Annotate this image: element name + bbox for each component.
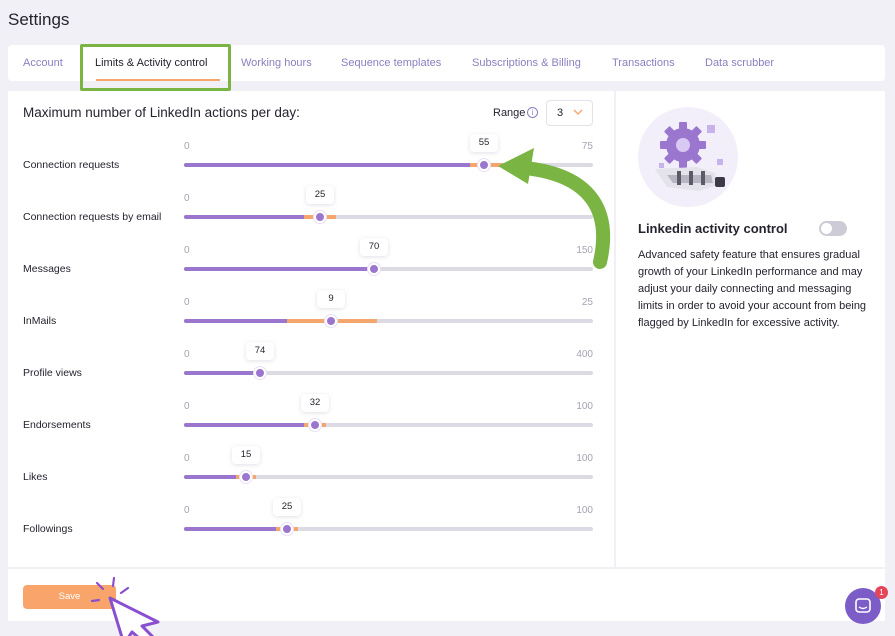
messages-slider[interactable] — [184, 263, 593, 275]
slider-max: 25 — [581, 297, 593, 308]
active-tab-indicator — [96, 79, 220, 81]
slider-thumb[interactable] — [368, 263, 380, 275]
tab-data-scrubber[interactable]: Data scrubber — [705, 57, 775, 69]
slider-thumb[interactable] — [309, 419, 321, 431]
slider-label: Connection requests by email — [23, 211, 162, 223]
tab-bar: Account Limits & Activity control Workin… — [8, 45, 885, 81]
slider-max: 100 — [576, 401, 593, 412]
tab-transactions[interactable]: Transactions — [612, 57, 675, 69]
activity-control-title: Linkedin activity control — [638, 221, 788, 236]
slider-min: 0 — [184, 297, 190, 308]
slider-value-bubble: 55 — [470, 134, 498, 152]
slider-thumb[interactable] — [325, 315, 337, 327]
slider-fill — [184, 215, 320, 219]
slider-label: Endorsements — [23, 419, 91, 431]
activity-control-toggle[interactable] — [819, 221, 847, 236]
slider-thumb[interactable] — [240, 471, 252, 483]
slider-min: 0 — [184, 141, 190, 152]
slider-value-bubble: 25 — [306, 186, 334, 204]
footer-bar — [8, 569, 885, 621]
slider-max: 150 — [576, 245, 593, 256]
slider-fill — [184, 163, 484, 167]
slider-thumb[interactable] — [314, 211, 326, 223]
slider-fill — [184, 319, 331, 323]
slider-min: 0 — [184, 453, 190, 464]
inmails-slider[interactable] — [184, 315, 593, 327]
slider-max: 75 — [581, 141, 593, 152]
chevron-down-icon — [573, 109, 583, 115]
slider-value-bubble: 74 — [246, 342, 274, 360]
slider-min: 0 — [184, 193, 190, 204]
tab-sequence-templates[interactable]: Sequence templates — [341, 57, 442, 69]
toggle-knob — [821, 223, 832, 234]
connection-requests-by-email-slider[interactable] — [184, 211, 593, 223]
info-icon[interactable]: i — [527, 107, 538, 118]
slider-min: 0 — [184, 245, 190, 256]
slider-fill — [184, 475, 246, 479]
slider-max: 100 — [576, 453, 593, 464]
save-button[interactable]: Save — [23, 585, 116, 609]
endorsements-slider[interactable] — [184, 419, 593, 431]
activity-control-description: Advanced safety feature that ensures gra… — [638, 249, 867, 329]
slider-value-bubble: 15 — [232, 446, 260, 464]
tab-working-hours[interactable]: Working hours — [241, 57, 312, 69]
slider-label: InMails — [23, 315, 57, 327]
slider-min: 0 — [184, 401, 190, 412]
connection-requests-slider[interactable] — [184, 159, 593, 171]
slider-thumb[interactable] — [281, 523, 293, 535]
tab-subscriptions-billing[interactable]: Subscriptions & Billing — [472, 57, 581, 69]
slider-value-bubble: 32 — [301, 394, 329, 412]
chat-notification-badge: 1 — [875, 586, 888, 599]
range-label: Range — [493, 107, 526, 119]
slider-fill — [184, 423, 315, 427]
slider-label: Profile views — [23, 367, 82, 379]
slider-fill — [184, 371, 260, 375]
likes-slider[interactable] — [184, 471, 593, 483]
range-select-value: 3 — [557, 107, 564, 119]
tab-account[interactable]: Account — [23, 57, 63, 69]
tab-limits-activity-control[interactable]: Limits & Activity control — [95, 57, 208, 69]
slider-value-bubble: 70 — [360, 238, 388, 256]
slider-fill — [184, 267, 374, 271]
slider-label: Followings — [23, 523, 73, 535]
gear-robot-hand-illustration — [638, 107, 738, 207]
limits-title: Maximum number of LinkedIn actions per d… — [23, 105, 300, 120]
profile-views-slider[interactable] — [184, 367, 593, 379]
slider-value-bubble: 25 — [273, 498, 301, 516]
slider-max: 100 — [576, 505, 593, 516]
slider-thumb[interactable] — [478, 159, 490, 171]
slider-value-bubble: 9 — [317, 290, 345, 308]
slider-label: Messages — [23, 263, 71, 275]
slider-thumb[interactable] — [254, 367, 266, 379]
range-select[interactable]: 3 — [546, 100, 593, 126]
slider-min: 0 — [184, 505, 190, 516]
page-title: Settings — [8, 10, 70, 29]
slider-min: 0 — [184, 349, 190, 360]
slider-label: Connection requests — [23, 159, 120, 171]
slider-fill — [184, 527, 287, 531]
slider-max: 400 — [576, 349, 593, 360]
followings-slider[interactable] — [184, 523, 593, 535]
slider-label: Likes — [23, 471, 48, 483]
chat-icon — [855, 598, 871, 613]
